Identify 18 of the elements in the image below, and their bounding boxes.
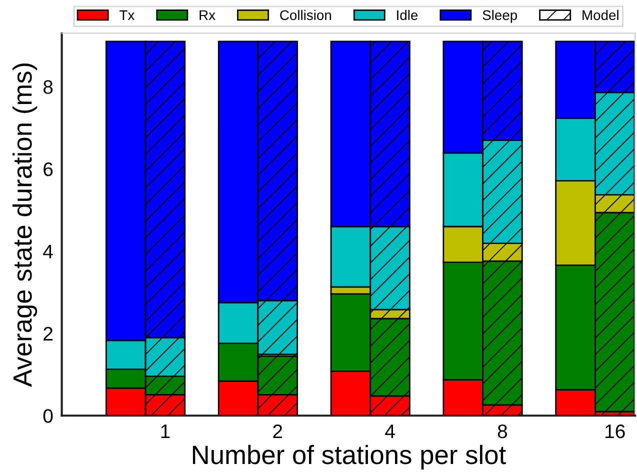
x-tick-label: 4	[385, 424, 395, 438]
text: Model	[582, 10, 618, 20]
x-tick-label: 1	[161, 424, 170, 438]
legend-label: Tx	[120, 10, 135, 20]
y-tick-label: 0	[43, 409, 53, 423]
x-axis-title: Number of stations per slot	[192, 444, 506, 470]
legend-label: Idle	[397, 10, 418, 20]
x-tick-label: 2	[273, 424, 282, 438]
y-axis-title: Average state duration (ms)	[12, 63, 38, 387]
y-tick-label: 4	[43, 244, 53, 258]
x-tick-label: 16	[606, 424, 625, 438]
y-tick-label: 8	[43, 80, 53, 94]
legend-label: Sleep	[482, 10, 518, 23]
legend-label: Collision	[280, 10, 332, 20]
legend-label: Rx	[200, 10, 216, 20]
x-tick-label: 8	[498, 424, 508, 438]
y-tick-label: 6	[44, 162, 53, 176]
y-tick-label: 2	[44, 326, 52, 340]
